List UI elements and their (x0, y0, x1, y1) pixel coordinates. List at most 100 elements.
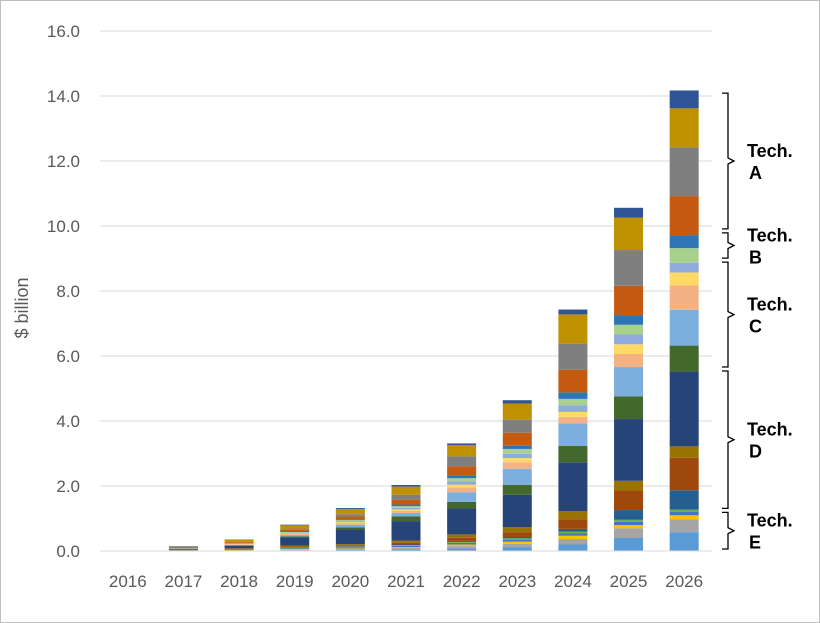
bar-segment (280, 547, 310, 548)
bar-segment (447, 548, 477, 551)
group-label: Tech. A (747, 141, 793, 183)
bar-segment (614, 250, 644, 286)
bar-segment (391, 521, 421, 541)
bar-segment (280, 545, 310, 547)
bar-segment (335, 519, 365, 521)
y-tick-label: 6.0 (56, 347, 80, 366)
bar-segment (447, 466, 477, 476)
bar-segment (558, 423, 588, 447)
bar-segment (558, 343, 588, 370)
bar-segment (280, 525, 310, 529)
bar-segment (280, 532, 310, 533)
bar-segment (391, 494, 421, 500)
y-axis-ticks: 0.0 2.0 4.0 6.0 8.0 10.0 12.0 14.0 16.0 (47, 22, 80, 561)
bar-segment (280, 534, 310, 536)
bar-segment (335, 508, 365, 510)
bar-segment (669, 108, 699, 148)
bar-segment (224, 539, 254, 542)
bar-segment (502, 448, 532, 454)
bar-segment (669, 515, 699, 520)
bar-segment (391, 485, 421, 487)
bar-segment (669, 262, 699, 273)
bar-segment (335, 514, 365, 517)
bar-segment (447, 481, 477, 485)
bar-segment (391, 511, 421, 513)
group-label: Tech. B (747, 226, 793, 268)
bar-segment (669, 457, 699, 491)
bar-segment (280, 536, 310, 538)
technology-groups: Tech. A Tech. B Tech. C Tech. D Tech. E (722, 92, 793, 553)
bar-segment (502, 527, 532, 533)
bar-segment (447, 475, 477, 479)
bar-segment (669, 248, 699, 263)
group-brace (722, 511, 736, 550)
bar-segment (614, 285, 644, 316)
bar-segment (280, 532, 310, 534)
y-tick-label: 12.0 (47, 152, 80, 171)
bar-segment (391, 545, 421, 546)
bar-segment (447, 478, 477, 482)
group-brace (722, 92, 736, 230)
bar-segment (335, 522, 365, 524)
bar-segment (558, 511, 588, 520)
bar-segment (558, 462, 588, 512)
bar-segment (502, 539, 532, 542)
group-brace (722, 370, 736, 510)
y-tick-label: 4.0 (56, 412, 80, 431)
bar-segment (447, 487, 477, 493)
bar-segment (502, 538, 532, 540)
bar-segment (335, 544, 365, 546)
bar-segment (447, 534, 477, 538)
bar-segment (614, 490, 644, 511)
bar-segment (502, 537, 532, 539)
bar-segment (168, 548, 198, 550)
bar-segment (502, 445, 532, 449)
x-tick-label: 2023 (498, 572, 536, 591)
y-tick-label: 2.0 (56, 477, 80, 496)
bar-segment (168, 546, 198, 548)
bar-segment (224, 541, 254, 543)
bar-segment (447, 544, 477, 547)
bar-segment (502, 458, 532, 463)
x-tick-label: 2018 (220, 572, 258, 591)
bar-segment (335, 516, 365, 520)
bar-segment (558, 446, 588, 463)
bar-segment (669, 345, 699, 372)
bar-segment (558, 528, 588, 532)
bar-segment (335, 524, 365, 528)
y-tick-label: 16.0 (47, 22, 80, 41)
bar-segment (335, 520, 365, 522)
bar-segment (558, 416, 588, 424)
bar-segment (669, 309, 699, 346)
bar-segment (391, 504, 421, 507)
x-tick-label: 2026 (665, 572, 703, 591)
bar-segment (669, 446, 699, 458)
bar-segment (391, 547, 421, 549)
bar-segment (447, 542, 477, 545)
bar-segment (335, 548, 365, 550)
bar-segment (447, 492, 477, 502)
bar-segment (558, 533, 588, 536)
bar-segment (558, 519, 588, 529)
bar-segment (280, 535, 310, 537)
bar-segment (502, 541, 532, 544)
bar-segment (502, 419, 532, 433)
bar-segment (502, 547, 532, 551)
bar-segment (614, 344, 644, 355)
bar-segment (391, 499, 421, 505)
bar-segment (558, 544, 588, 551)
bar-segment (391, 512, 421, 517)
bar-segment (502, 462, 532, 469)
bar-segment (280, 549, 310, 551)
bar-segment (558, 411, 588, 417)
bar-segment (280, 528, 310, 530)
bar-segment (614, 396, 644, 420)
bar-segment (280, 547, 310, 549)
bar-segment (391, 486, 421, 495)
bar-segment (558, 314, 588, 344)
bar-segment (614, 315, 644, 325)
y-tick-label: 14.0 (47, 87, 80, 106)
x-tick-label: 2024 (554, 572, 592, 591)
bar-segment (614, 367, 644, 397)
group-label: Tech. E (747, 511, 793, 553)
